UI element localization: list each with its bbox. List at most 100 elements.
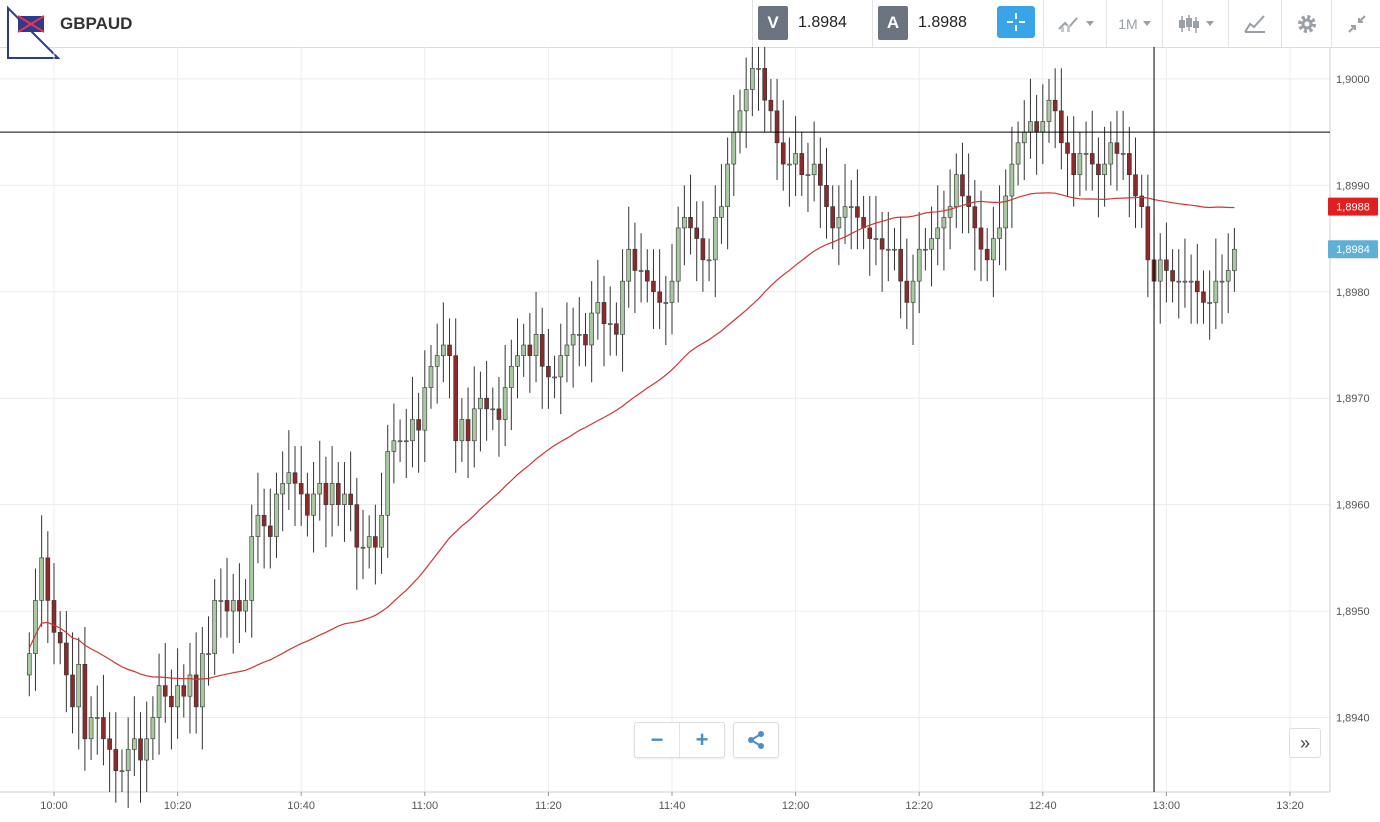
candle [162, 643, 168, 723]
price-tag-bg [1328, 197, 1378, 216]
candle-body [941, 216, 947, 229]
candle-body [348, 493, 353, 505]
candle [805, 142, 811, 212]
candle [1096, 137, 1101, 218]
candle-body [342, 493, 347, 505]
candle-body [471, 408, 477, 442]
zoom-controls: − + [634, 722, 725, 758]
candle [750, 47, 755, 117]
candle-body [311, 493, 316, 516]
candle [811, 121, 817, 202]
scroll-to-latest-button[interactable]: » [1289, 728, 1321, 758]
candle-body [743, 89, 749, 112]
candle [737, 89, 743, 154]
candle-body [694, 227, 700, 239]
candle [595, 259, 601, 340]
candle [879, 211, 885, 292]
timeframe-button[interactable]: 1M [1106, 0, 1162, 47]
candle-body [1176, 280, 1182, 283]
candle [638, 233, 644, 303]
bid-price-group: V 1.8984 [752, 0, 868, 47]
candle [960, 142, 965, 234]
minimize-button[interactable] [1331, 0, 1380, 47]
price-chart[interactable]: 1,8940 1,8950 1,8960 1,8970 1,8980 1,8990 1,90… [0, 47, 1380, 822]
candle [1083, 121, 1089, 191]
candle-body [1225, 270, 1231, 282]
candle-body [879, 238, 885, 250]
candle [651, 249, 656, 330]
candle-body [1077, 153, 1083, 176]
candle-body [731, 131, 737, 165]
candle [842, 164, 848, 244]
candle [824, 148, 829, 239]
candle [719, 164, 724, 244]
price-tag-bg [1328, 240, 1378, 259]
candle-body [892, 248, 897, 251]
candle [465, 387, 471, 479]
candle [818, 137, 823, 228]
candle-body [249, 536, 255, 601]
time-tick-label: 10:20 [164, 800, 192, 812]
candle-body [997, 227, 1002, 239]
candle [366, 515, 372, 569]
candle [94, 685, 100, 755]
zoom-out-button[interactable]: − [635, 723, 680, 757]
candle [243, 579, 248, 633]
candle [583, 313, 588, 367]
candle-body [200, 653, 205, 708]
price-tags: 1,8988 1,8984 [1328, 197, 1378, 259]
candle-body [206, 653, 211, 655]
candle [663, 275, 669, 345]
candle-body [478, 397, 483, 410]
candle [416, 392, 421, 473]
candle-body [657, 291, 662, 303]
candle [441, 302, 446, 383]
candle-body [138, 738, 143, 761]
candle [57, 611, 63, 665]
candle-body [64, 642, 69, 676]
candle [1127, 126, 1132, 218]
candle-body [385, 451, 391, 516]
candle-body [576, 334, 582, 336]
candle [292, 446, 298, 526]
candle-body [1083, 153, 1089, 155]
candle-body [453, 355, 459, 442]
crosshair-button[interactable] [997, 6, 1035, 38]
candle [1164, 222, 1169, 303]
drawing-icon [1244, 14, 1265, 33]
chart-toolbar: GBPAUD V 1.8984 A 1.8988 1M [0, 0, 1380, 59]
candle [1034, 94, 1039, 175]
candle [706, 238, 712, 282]
candle-body [428, 365, 434, 388]
settings-button[interactable] [1281, 0, 1331, 47]
candle [1188, 254, 1194, 324]
candle-body [1232, 248, 1237, 271]
candle [527, 313, 533, 393]
candle [200, 627, 205, 750]
candle-body [1164, 259, 1169, 271]
candle [286, 430, 292, 510]
candle-body [224, 600, 230, 612]
candle-body [101, 717, 106, 740]
candle-body [1046, 99, 1052, 122]
candle [230, 573, 236, 654]
zoom-in-button[interactable]: + [695, 727, 709, 752]
candle [379, 472, 384, 574]
candle [1003, 169, 1009, 271]
candle [991, 206, 996, 298]
chart-type-button[interactable] [1162, 0, 1228, 47]
share-button[interactable] [733, 722, 779, 758]
candle [26, 632, 32, 697]
indicators-button[interactable] [1043, 0, 1106, 47]
candle-body [842, 206, 848, 218]
ask-price-group: A 1.8988 [872, 0, 993, 47]
candle [51, 563, 57, 665]
candle-body [1195, 280, 1200, 293]
candle [1182, 238, 1188, 308]
candle [589, 281, 594, 383]
candle [1176, 249, 1182, 319]
candle-body [1188, 280, 1194, 283]
candle-body [1182, 280, 1188, 283]
candle [626, 206, 632, 308]
drawing-tools-button[interactable] [1228, 0, 1281, 47]
